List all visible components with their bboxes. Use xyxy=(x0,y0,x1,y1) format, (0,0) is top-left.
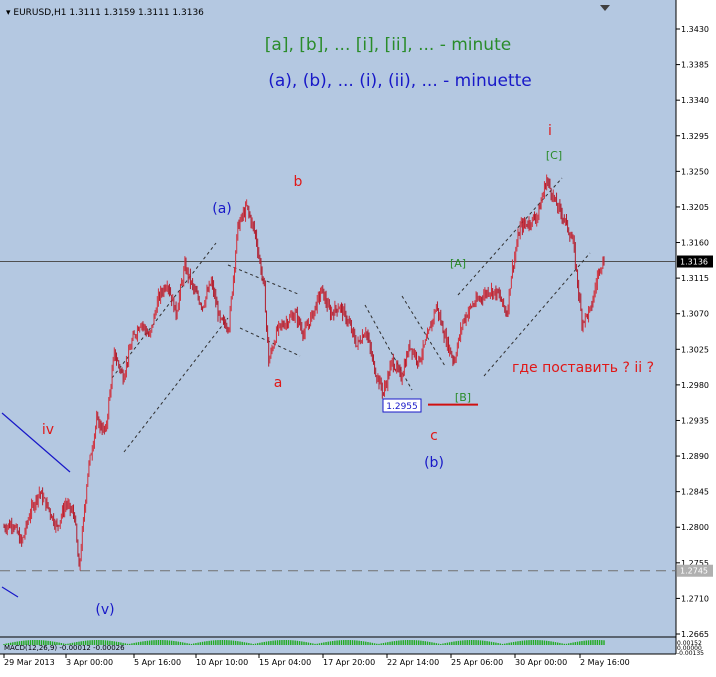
channel-line xyxy=(457,177,563,296)
wave-label-v-minuette: (v) xyxy=(95,602,114,618)
time-axis-area xyxy=(0,654,716,673)
price-tick-label: 1.3115 xyxy=(681,274,709,283)
low-price-box xyxy=(382,398,422,413)
reference-price-label: 1.2745 xyxy=(680,567,708,576)
time-tick-label: 2 May 16:00 xyxy=(580,658,630,667)
wave-label-a-minuette: (a) xyxy=(212,201,232,217)
legend-minuette: (a), (b), ... (i), (ii), ... - minuette xyxy=(268,71,532,91)
current-price-label: 1.3136 xyxy=(680,258,708,267)
price-tick-label: 1.2935 xyxy=(681,416,709,425)
price-tick-label: 1.2800 xyxy=(681,523,709,532)
low-price-label: 1.2955 xyxy=(386,402,418,412)
price-tick-label: 1.3160 xyxy=(681,239,709,248)
wave-label-i: i xyxy=(548,123,552,139)
legend-minute: [a], [b], ... [i], [ii], ... - minute xyxy=(265,35,511,55)
channel-line xyxy=(401,295,446,367)
price-tick-label: 1.3430 xyxy=(681,25,709,34)
channel-line xyxy=(111,242,217,379)
price-tick-label: 1.3385 xyxy=(681,61,709,70)
time-tick-label: 10 Apr 10:00 xyxy=(196,658,248,667)
reference-price-label-box xyxy=(677,564,713,577)
channel-line xyxy=(123,317,229,453)
time-tick-label: 3 Apr 00:00 xyxy=(66,658,113,667)
wave-label-a: a xyxy=(274,375,283,391)
question-annotation: где поставить ? ii ? xyxy=(512,360,654,376)
price-tick-label: 1.2980 xyxy=(681,381,709,390)
price-tick-label: 1.3250 xyxy=(681,167,709,176)
price-tick-label: 1.3295 xyxy=(681,132,709,141)
indicator-label: MACD(12,26,9) -0.00012 -0.00026 xyxy=(4,644,125,652)
wave-label-c: c xyxy=(430,428,438,444)
current-price-label-box xyxy=(677,255,713,268)
wave-label-C-minute: [C] xyxy=(546,149,562,162)
wave-label-B-minute: [B] xyxy=(455,391,471,404)
trend-line xyxy=(1,412,71,473)
time-tick-label: 29 Mar 2013 xyxy=(4,658,55,667)
chart-header: ▾ EURUSD,H1 1.3111 1.3159 1.3111 1.3136 xyxy=(6,8,204,18)
price-tick-label: 1.2845 xyxy=(681,488,709,497)
price-tick-label: 1.3025 xyxy=(681,345,709,354)
wave-label-b-minuette: (b) xyxy=(424,455,444,471)
time-tick-label: 30 Apr 00:00 xyxy=(515,658,567,667)
trend-line xyxy=(1,586,19,598)
price-tick-label: 1.3070 xyxy=(681,310,709,319)
time-tick-label: 15 Apr 04:00 xyxy=(259,658,311,667)
price-tick-label: 1.2890 xyxy=(681,452,709,461)
wave-label-iv: iv xyxy=(42,422,54,438)
price-tick-label: 1.2665 xyxy=(681,630,709,639)
time-tick-label: 22 Apr 14:00 xyxy=(387,658,439,667)
wave-label-A-minute: [A] xyxy=(450,257,466,270)
price-tick-label: 1.3205 xyxy=(681,203,709,212)
price-axis-area xyxy=(676,0,716,673)
price-tick-label: 1.2710 xyxy=(681,594,709,603)
channel-line xyxy=(364,304,413,391)
triangle-down-icon[interactable] xyxy=(600,5,610,11)
time-tick-label: 25 Apr 06:00 xyxy=(451,658,503,667)
channel-line xyxy=(239,327,301,357)
price-tick-label: 1.3340 xyxy=(681,96,709,105)
price-axis-ticks: 1.3430 1.3385 1.3340 1.3295 1.3250 1.3205 1.31… xyxy=(676,25,713,657)
time-tick-label: 17 Apr 20:00 xyxy=(323,658,375,667)
price-tick-label: 1.2755 xyxy=(681,559,709,568)
indicator-axis-label: -0.00135 xyxy=(677,650,704,657)
time-tick-label: 5 Apr 16:00 xyxy=(134,658,181,667)
indicator-axis-label: 0.00152 xyxy=(677,640,702,647)
time-axis-ticks: 29 Mar 2013 3 Apr 00:00 5 Apr 16:00 10 Apr … xyxy=(3,654,630,667)
indicator-axis-label: 0.00000 xyxy=(677,645,702,652)
candlestick-series xyxy=(3,174,605,571)
wave-label-b: b xyxy=(294,174,303,190)
macd-histogram xyxy=(3,640,605,645)
